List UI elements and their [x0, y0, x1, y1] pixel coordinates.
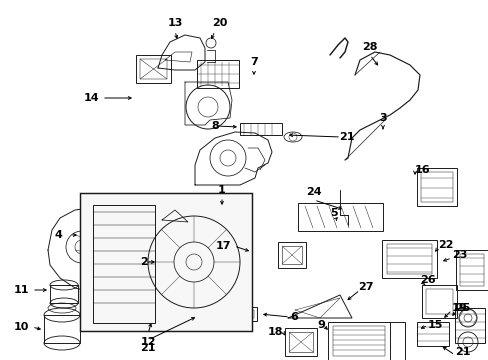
- Text: 28: 28: [362, 42, 377, 52]
- Bar: [278, 242, 305, 268]
- Bar: [50, 285, 78, 303]
- Text: 24: 24: [305, 187, 321, 197]
- Bar: [297, 203, 382, 231]
- Text: 9: 9: [317, 320, 325, 330]
- Text: 23: 23: [451, 250, 467, 260]
- Text: 7: 7: [250, 57, 257, 67]
- Bar: [282, 246, 302, 264]
- Text: 26: 26: [419, 275, 435, 285]
- Bar: [288, 332, 312, 352]
- Bar: [115, 248, 153, 268]
- Text: 2: 2: [140, 257, 148, 267]
- Bar: [44, 315, 80, 343]
- Bar: [93, 205, 155, 323]
- Text: 16: 16: [414, 165, 430, 175]
- Text: 1: 1: [218, 185, 225, 195]
- Bar: [386, 244, 431, 274]
- Text: 10: 10: [14, 322, 29, 332]
- Text: 15: 15: [427, 320, 443, 330]
- Text: 12: 12: [140, 337, 156, 347]
- Text: 18: 18: [267, 327, 283, 337]
- Text: 8: 8: [211, 121, 219, 131]
- Bar: [227, 310, 253, 318]
- Bar: [459, 254, 483, 286]
- Text: 13: 13: [167, 18, 183, 28]
- Bar: [80, 193, 251, 331]
- Text: 5: 5: [329, 208, 337, 218]
- Text: 17: 17: [215, 241, 230, 251]
- Bar: [224, 307, 257, 321]
- Text: 21: 21: [454, 347, 469, 357]
- Text: 21: 21: [140, 343, 156, 353]
- Bar: [416, 322, 448, 346]
- Bar: [425, 289, 452, 314]
- Text: 3: 3: [378, 113, 386, 123]
- Bar: [136, 55, 171, 83]
- Bar: [420, 172, 452, 202]
- Bar: [240, 123, 282, 135]
- Text: 25: 25: [454, 303, 469, 313]
- Text: 19: 19: [451, 303, 467, 313]
- Bar: [197, 60, 239, 88]
- Bar: [332, 326, 384, 356]
- Text: 21: 21: [338, 132, 354, 142]
- Text: 22: 22: [437, 240, 452, 250]
- Bar: [454, 308, 484, 343]
- Bar: [455, 250, 487, 290]
- Text: 14: 14: [83, 93, 99, 103]
- Text: 27: 27: [357, 282, 373, 292]
- Bar: [381, 240, 436, 278]
- Bar: [416, 168, 456, 206]
- Text: 11: 11: [14, 285, 29, 295]
- Bar: [421, 285, 456, 318]
- Bar: [140, 59, 167, 79]
- Text: 6: 6: [289, 312, 297, 322]
- Bar: [285, 328, 316, 356]
- Text: 4: 4: [54, 230, 62, 240]
- Bar: [327, 322, 389, 360]
- Text: 20: 20: [212, 18, 227, 28]
